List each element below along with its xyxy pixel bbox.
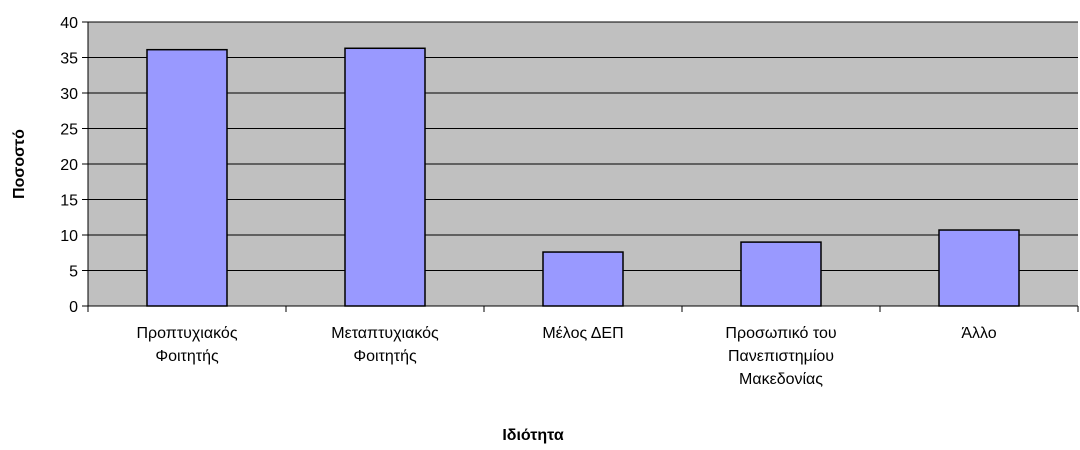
bar bbox=[344, 47, 426, 307]
bar bbox=[542, 251, 624, 307]
x-category-label-line: Φοιτητής bbox=[155, 348, 219, 365]
y-axis-title: Ποσοστό bbox=[11, 129, 28, 199]
x-category-label-line: Φοιτητής bbox=[353, 348, 417, 365]
x-category-label: Προσωπικό του Πανεπιστημίου Μακεδονίας bbox=[725, 325, 836, 388]
bar bbox=[938, 229, 1020, 307]
x-category-label-line: Πανεπιστημίου bbox=[728, 348, 834, 365]
axes bbox=[82, 21, 1079, 312]
y-tick-label: 40 bbox=[60, 15, 78, 32]
x-category-label: Μέλος ΔΕΠ bbox=[542, 325, 623, 342]
x-category-label-line: Άλλο bbox=[961, 325, 996, 342]
x-category-label-line: Προπτυχιακός bbox=[136, 325, 237, 342]
y-tick-label: 10 bbox=[60, 228, 78, 245]
x-category-label: Μεταπτυχιακός Φοιτητής bbox=[331, 325, 439, 365]
bars bbox=[146, 47, 1020, 307]
x-category-label-line: Μεταπτυχιακός bbox=[331, 325, 439, 342]
x-category-labels: Προπτυχιακός Φοιτητής Μεταπτυχιακός Φοιτητή… bbox=[136, 325, 996, 388]
x-category-label-line: Προσωπικό του bbox=[725, 325, 836, 342]
x-axis-title: Ιδιότητα bbox=[502, 427, 564, 444]
gridlines bbox=[88, 21, 1078, 271]
x-category-label: Προπτυχιακός Φοιτητής bbox=[136, 325, 237, 365]
y-tick-label: 5 bbox=[69, 264, 78, 281]
x-category-label-line: Μακεδονίας bbox=[739, 371, 823, 388]
x-category-label-line: Μέλος ΔΕΠ bbox=[542, 325, 623, 342]
bar bbox=[740, 241, 822, 307]
y-tick-label: 0 bbox=[69, 299, 78, 316]
y-tick-label: 30 bbox=[60, 86, 78, 103]
x-category-label: Άλλο bbox=[961, 325, 996, 342]
y-tick-labels: 0 5 10 15 20 25 30 35 40 bbox=[60, 15, 78, 316]
y-tick-label: 35 bbox=[60, 51, 78, 68]
y-tick-label: 15 bbox=[60, 193, 78, 210]
bar bbox=[146, 48, 228, 307]
y-tick-label: 25 bbox=[60, 122, 78, 139]
y-tick-label: 20 bbox=[60, 157, 78, 174]
